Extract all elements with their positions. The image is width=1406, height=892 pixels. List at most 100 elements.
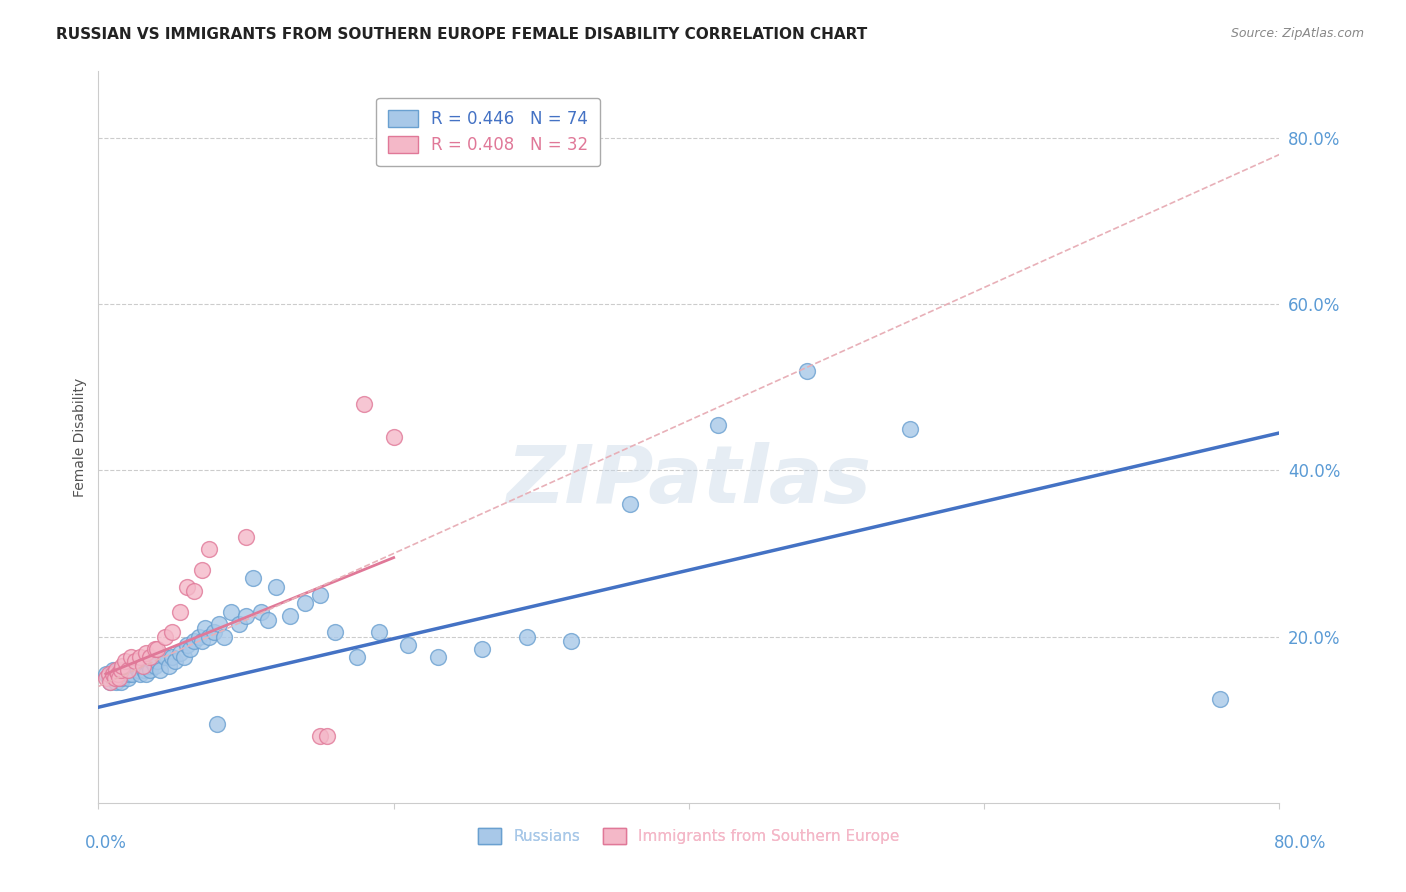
Point: [97, 667, 120, 681]
Point: [139, 663, 162, 677]
Point: [157, 658, 180, 673]
Point: [346, 650, 368, 665]
Point: [117, 663, 139, 677]
Point: [183, 583, 205, 598]
Point: [146, 655, 169, 669]
Point: [471, 642, 494, 657]
Point: [117, 671, 139, 685]
Point: [138, 658, 160, 673]
Point: [162, 650, 183, 665]
Point: [105, 675, 128, 690]
Point: [111, 671, 134, 685]
Point: [191, 563, 214, 577]
Point: [94, 671, 117, 685]
Point: [560, 633, 582, 648]
Point: [146, 642, 169, 657]
Point: [707, 417, 730, 432]
Point: [183, 633, 205, 648]
Point: [516, 630, 538, 644]
Point: [198, 630, 221, 644]
Point: [103, 663, 125, 677]
Point: [1209, 692, 1232, 706]
Point: [118, 667, 141, 681]
Point: [235, 530, 257, 544]
Point: [264, 580, 287, 594]
Point: [132, 658, 155, 673]
Point: [176, 580, 198, 594]
Point: [382, 430, 405, 444]
Point: [221, 605, 243, 619]
Point: [108, 671, 131, 685]
Point: [143, 658, 166, 673]
Point: [110, 663, 132, 677]
Point: [250, 605, 273, 619]
Point: [194, 621, 217, 635]
Point: [107, 671, 129, 685]
Point: [117, 663, 139, 677]
Point: [169, 646, 191, 660]
Point: [235, 608, 257, 623]
Legend: Russians, Immigrants from Southern Europe: Russians, Immigrants from Southern Europ…: [472, 822, 905, 850]
Point: [205, 716, 228, 731]
Point: [153, 630, 176, 644]
Point: [128, 667, 150, 681]
Point: [135, 667, 157, 681]
Point: [149, 663, 172, 677]
Point: [619, 497, 641, 511]
Point: [153, 650, 176, 665]
Point: [115, 667, 138, 681]
Point: [108, 667, 131, 681]
Point: [100, 667, 122, 681]
Point: [796, 363, 818, 377]
Point: [120, 650, 142, 665]
Text: ZIPatlas: ZIPatlas: [506, 442, 872, 520]
Text: 0.0%: 0.0%: [84, 834, 127, 852]
Point: [309, 588, 332, 602]
Point: [94, 667, 117, 681]
Point: [135, 646, 157, 660]
Text: RUSSIAN VS IMMIGRANTS FROM SOUTHERN EUROPE FEMALE DISABILITY CORRELATION CHART: RUSSIAN VS IMMIGRANTS FROM SOUTHERN EURO…: [56, 27, 868, 42]
Point: [173, 650, 195, 665]
Point: [294, 596, 316, 610]
Point: [128, 650, 150, 665]
Point: [212, 630, 235, 644]
Point: [162, 625, 183, 640]
Point: [103, 667, 125, 681]
Point: [187, 630, 209, 644]
Point: [280, 608, 302, 623]
Point: [127, 663, 149, 677]
Y-axis label: Female Disability: Female Disability: [73, 377, 87, 497]
Point: [98, 675, 121, 690]
Point: [208, 617, 231, 632]
Point: [353, 397, 375, 411]
Point: [143, 642, 166, 657]
Point: [124, 658, 146, 673]
Point: [110, 667, 132, 681]
Point: [202, 625, 225, 640]
Point: [120, 663, 142, 677]
Text: Source: ZipAtlas.com: Source: ZipAtlas.com: [1230, 27, 1364, 40]
Point: [198, 542, 221, 557]
Point: [121, 667, 143, 681]
Point: [179, 642, 201, 657]
Point: [176, 638, 198, 652]
Point: [105, 663, 128, 677]
Point: [165, 655, 187, 669]
Point: [112, 667, 135, 681]
Point: [104, 671, 127, 685]
Point: [139, 650, 162, 665]
Point: [398, 638, 420, 652]
Point: [104, 667, 127, 681]
Point: [110, 675, 132, 690]
Point: [316, 729, 339, 743]
Point: [309, 729, 332, 743]
Point: [257, 613, 280, 627]
Point: [427, 650, 450, 665]
Point: [111, 658, 134, 673]
Point: [191, 633, 214, 648]
Point: [114, 663, 136, 677]
Point: [124, 655, 146, 669]
Point: [107, 663, 129, 677]
Point: [242, 571, 264, 585]
Point: [169, 605, 191, 619]
